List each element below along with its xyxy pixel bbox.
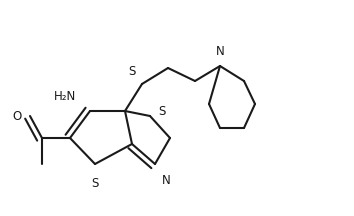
Text: S: S [129, 65, 136, 78]
Text: S: S [91, 177, 99, 190]
Text: O: O [13, 110, 22, 122]
Text: H₂N: H₂N [54, 90, 76, 103]
Text: S: S [158, 105, 165, 118]
Text: N: N [162, 174, 171, 187]
Text: N: N [216, 45, 224, 58]
